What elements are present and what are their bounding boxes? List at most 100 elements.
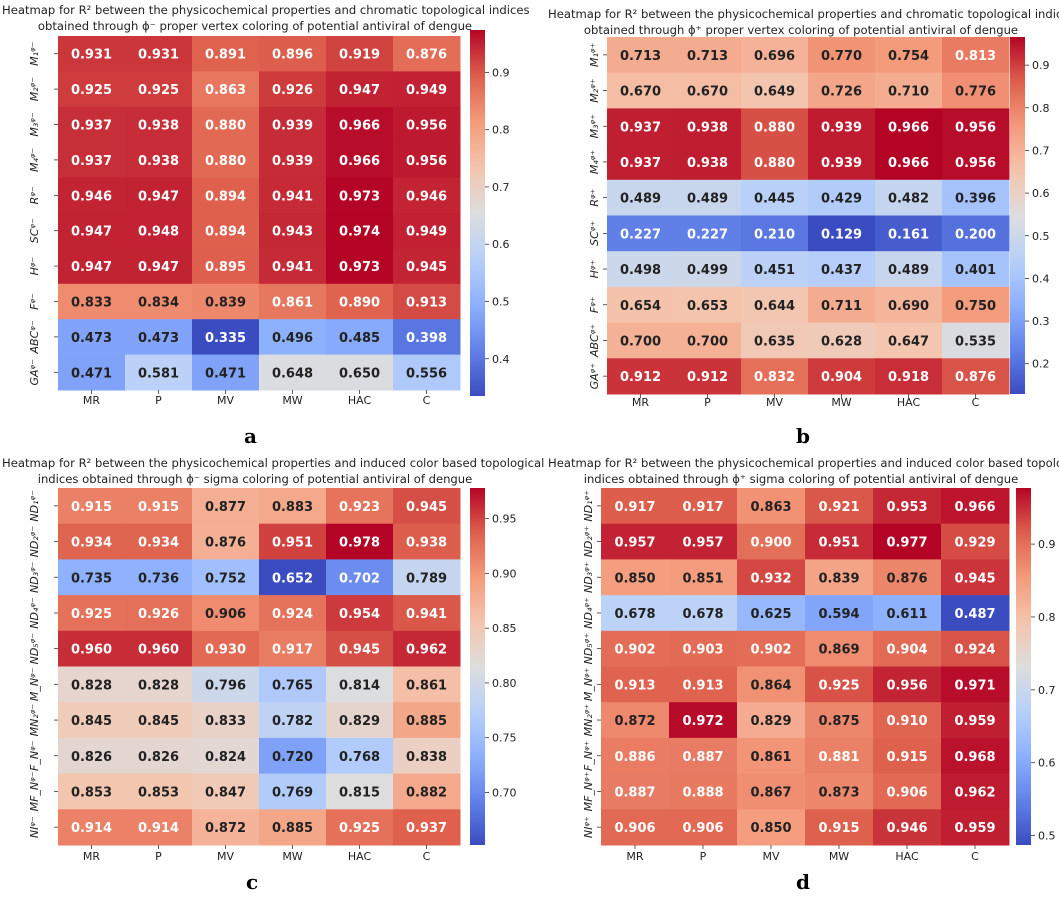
- cell-value-label: 0.556: [406, 366, 447, 381]
- cell-value-label: 0.925: [339, 821, 380, 836]
- heatmap-cell: [873, 488, 942, 525]
- heatmap-cell: [326, 666, 394, 703]
- cell-value-label: 0.926: [138, 607, 179, 622]
- y-tick-label: Rᵠ⁺: [588, 188, 601, 206]
- cell-value-label: 0.833: [71, 296, 112, 311]
- y-tick-label: ND₃ᵠ⁻: [28, 561, 41, 593]
- heatmap-cell: [674, 37, 742, 74]
- heatmap-cell: [875, 144, 943, 181]
- colorbar-tick-label: 0.6: [492, 238, 510, 251]
- cell-value-label: 0.782: [272, 714, 313, 729]
- colorbar-tick-label: 0.70: [492, 786, 517, 799]
- heatmap-cell: [326, 809, 394, 846]
- heatmap-cell: [601, 630, 670, 667]
- cell-value-label: 0.872: [205, 821, 246, 836]
- cell-value-label: 0.902: [750, 643, 791, 658]
- cell-value-label: 0.713: [620, 49, 661, 64]
- y-tick-label: ND₅ᵠ⁺: [582, 633, 595, 665]
- heatmap-cell: [737, 809, 806, 846]
- cell-value-label: 0.833: [205, 714, 246, 729]
- x-tick-label: MW: [282, 850, 302, 863]
- heatmap-cell: [192, 488, 260, 525]
- heatmap-cell: [192, 106, 260, 143]
- panel-label-b: b: [796, 424, 810, 448]
- cell-value-label: 0.938: [406, 536, 447, 551]
- cell-value-label: 0.826: [138, 750, 179, 765]
- cell-value-label: 0.939: [272, 154, 313, 169]
- cell-value-label: 0.652: [272, 571, 313, 586]
- cell-value-label: 0.768: [339, 750, 380, 765]
- cell-value-label: 0.951: [272, 536, 313, 551]
- heatmap-cell: [259, 523, 327, 560]
- heatmap-cell: [942, 358, 1010, 395]
- heatmap-cell: [942, 37, 1010, 74]
- cell-value-label: 0.754: [888, 49, 929, 64]
- x-tick-label: MV: [217, 850, 234, 863]
- cell-value-label: 0.647: [888, 334, 929, 349]
- heatmap-cell: [58, 106, 126, 143]
- cell-value-label: 0.941: [272, 260, 313, 275]
- heatmap-cell: [393, 177, 461, 214]
- cell-value-label: 0.649: [754, 85, 795, 100]
- panel-title-line-2: indices obtained through ϕ⁺ sigma colori…: [583, 472, 1019, 486]
- cell-value-label: 0.335: [205, 331, 246, 346]
- colorbar-tick-label: 0.6: [1038, 757, 1056, 770]
- cell-value-label: 0.654: [620, 299, 661, 314]
- cell-value-label: 0.700: [687, 334, 728, 349]
- cell-value-label: 0.129: [821, 227, 862, 242]
- heatmap-cell: [125, 488, 193, 525]
- heatmap-a-svg: 0.931 0.931 0.891 0.896 0.919 0.876 0.925 0.925…: [28, 30, 510, 407]
- y-tick-label: ND₃ᵠ⁺: [582, 561, 595, 593]
- cell-value-label: 0.863: [205, 83, 246, 98]
- heatmap-cell: [259, 177, 327, 214]
- heatmap-cell: [737, 702, 806, 739]
- cell-value-label: 0.853: [138, 785, 179, 800]
- heatmap-cell: [741, 286, 809, 324]
- heatmap-cell: [259, 559, 327, 596]
- y-tick-label: M₁ᵠ⁻: [28, 41, 41, 65]
- cell-value-label: 0.700: [620, 334, 661, 349]
- heatmap-cell: [393, 773, 461, 810]
- cell-value-label: 0.611: [886, 607, 927, 622]
- heatmap-cell: [58, 36, 126, 72]
- y-tick-label: MF_Nᵠ⁻: [28, 771, 41, 811]
- cell-value-label: 0.880: [205, 154, 246, 169]
- heatmap-cell: [192, 142, 260, 179]
- cell-value-label: 0.941: [406, 607, 447, 622]
- cell-value-label: 0.726: [821, 85, 862, 100]
- cell-value-label: 0.939: [272, 119, 313, 134]
- heatmap-cell: [941, 666, 1010, 703]
- cell-value-label: 0.938: [138, 119, 179, 134]
- cell-value-label: 0.966: [339, 119, 380, 134]
- heatmap-cell: [125, 213, 193, 249]
- cell-value-label: 0.828: [138, 678, 179, 693]
- cell-value-label: 0.930: [205, 643, 246, 658]
- heatmap-cell: [58, 773, 126, 810]
- heatmap-cell: [259, 737, 327, 775]
- heatmap-cell: [741, 215, 809, 252]
- cell-value-label: 0.924: [954, 643, 995, 658]
- heatmap-cell: [875, 358, 943, 395]
- y-tick-label: GAᵠ⁻: [28, 359, 41, 386]
- heatmap-cell: [125, 142, 193, 179]
- cell-value-label: 0.161: [888, 227, 929, 242]
- cell-value-label: 0.887: [614, 785, 655, 800]
- cell-value-label: 0.966: [339, 154, 380, 169]
- heatmap-cell: [58, 559, 126, 596]
- y-tick-label: GAᵠ⁺: [588, 363, 601, 390]
- colorbar-tick-label: 0.7: [1038, 684, 1056, 697]
- y-tick-label: M₁ᵠ⁺: [588, 43, 601, 67]
- cell-value-label: 0.903: [682, 643, 723, 658]
- heatmap-cell: [873, 559, 942, 596]
- cell-value-label: 0.851: [682, 571, 723, 586]
- heatmap-cell: [259, 630, 327, 667]
- heatmap-cell: [393, 283, 461, 320]
- x-tick-label: MV: [217, 394, 234, 407]
- cell-value-label: 0.913: [614, 678, 655, 693]
- heatmap-cell: [326, 71, 394, 108]
- y-tick-label: F_Nᵠ⁺: [582, 740, 595, 771]
- heatmap-cell: [259, 488, 327, 525]
- heatmap-cell: [607, 286, 675, 324]
- cell-value-label: 0.437: [821, 263, 862, 278]
